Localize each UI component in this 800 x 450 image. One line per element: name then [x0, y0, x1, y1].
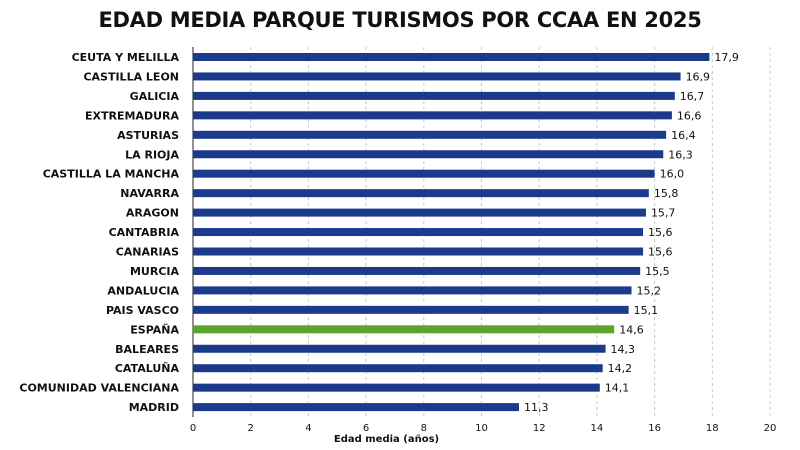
bar — [193, 169, 655, 178]
value-label: 15,2 — [637, 284, 662, 297]
value-label: 15,6 — [648, 226, 673, 239]
bar — [193, 228, 644, 237]
bar — [193, 72, 681, 81]
category-label: LA RIOJA — [125, 148, 179, 161]
x-tick-label: 4 — [305, 423, 311, 434]
value-label: 16,3 — [668, 148, 693, 161]
bar — [193, 247, 644, 256]
category-label: CANARIAS — [116, 246, 179, 259]
x-tick-label: 20 — [764, 423, 777, 434]
bar — [193, 53, 710, 61]
value-label: 17,9 — [714, 51, 739, 64]
category-label: MADRID — [129, 401, 179, 414]
value-label: 14,1 — [605, 382, 630, 395]
category-label: CASTILLA LA MANCHA — [43, 168, 180, 181]
bar — [193, 111, 672, 120]
value-label: 16,0 — [660, 168, 685, 181]
x-tick-label: 18 — [706, 423, 719, 434]
category-label: CATALUÑA — [115, 362, 180, 375]
x-tick-label: 6 — [363, 423, 369, 434]
category-label: CASTILLA LEON — [83, 70, 179, 83]
x-tick-label: 14 — [591, 423, 604, 434]
category-label: COMUNIDAD VALENCIANA — [19, 382, 179, 395]
x-tick-label: 10 — [475, 423, 488, 434]
bar — [193, 364, 603, 373]
category-label: ANDALUCIA — [107, 284, 179, 297]
bar — [193, 150, 664, 159]
category-label: BALEARES — [115, 343, 179, 356]
category-label: GALICIA — [130, 90, 180, 103]
bar — [193, 403, 520, 412]
value-label: 16,6 — [677, 109, 702, 122]
value-label: 11,3 — [524, 401, 549, 414]
category-label: CEUTA Y MELILLA — [72, 51, 180, 64]
bar — [193, 325, 615, 334]
value-label: 14,6 — [619, 323, 644, 336]
category-label: ARAGON — [126, 207, 179, 220]
x-tick-label: 2 — [248, 423, 254, 434]
value-label: 15,7 — [651, 207, 676, 220]
bar — [193, 344, 606, 353]
bar — [193, 305, 629, 314]
category-label: NAVARRA — [120, 187, 179, 200]
value-label: 15,6 — [648, 246, 673, 259]
bar — [193, 130, 667, 139]
category-label: ASTURIAS — [117, 129, 179, 142]
bar — [193, 208, 646, 217]
category-label: EXTREMADURA — [85, 109, 179, 122]
x-tick-label: 8 — [421, 423, 427, 434]
value-label: 16,4 — [671, 129, 696, 142]
bar — [193, 286, 632, 295]
value-label: 15,5 — [645, 265, 670, 278]
bar — [193, 91, 675, 100]
category-label: CANTABRIA — [109, 226, 180, 239]
bar — [193, 383, 600, 392]
value-label: 16,9 — [686, 70, 711, 83]
value-label: 15,1 — [634, 304, 659, 317]
value-label: 14,3 — [611, 343, 636, 356]
value-label: 15,8 — [654, 187, 679, 200]
value-label: 14,2 — [608, 362, 633, 375]
chart-title: EDAD MEDIA PARQUE TURISMOS POR CCAA EN 2… — [98, 8, 702, 32]
bar — [193, 189, 649, 198]
category-label: PAIS VASCO — [106, 304, 179, 317]
value-label: 16,7 — [680, 90, 705, 103]
x-axis-label: Edad media (años) — [334, 434, 439, 445]
x-tick-label: 12 — [533, 423, 546, 434]
x-tick-label: 0 — [190, 423, 196, 434]
category-label: ESPAÑA — [130, 323, 179, 336]
x-tick-label: 16 — [648, 423, 661, 434]
bar — [193, 266, 641, 275]
category-label: MURCIA — [130, 265, 180, 278]
